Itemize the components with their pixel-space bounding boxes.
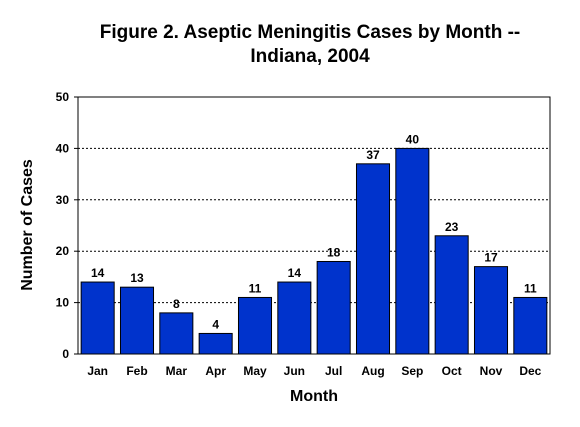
chart-title: Figure 2. Aseptic Meningitis Cases by Mo… bbox=[100, 22, 521, 43]
y-tick-label: 0 bbox=[62, 347, 69, 361]
data-label-oct: 23 bbox=[445, 220, 459, 234]
x-tick-label: Aug bbox=[361, 364, 384, 378]
x-axis-label: Month bbox=[290, 388, 338, 405]
y-tick-label: 10 bbox=[56, 296, 70, 310]
data-label-mar: 8 bbox=[173, 297, 180, 311]
bar-jun bbox=[277, 281, 312, 355]
bar-sep bbox=[395, 147, 430, 355]
plot-area: 14 13 8 4 11 14 18 37 40 23 17 11 0 10 20 30 40 50 Jan Fe… bbox=[56, 90, 551, 378]
x-tick-label: Sep bbox=[401, 364, 423, 378]
data-label-may: 11 bbox=[249, 281, 262, 295]
x-tick-label: Jul bbox=[325, 364, 342, 378]
y-tick-label: 20 bbox=[56, 244, 70, 258]
bars bbox=[80, 147, 548, 355]
bar-oct bbox=[434, 235, 469, 355]
x-tick-label: Feb bbox=[126, 364, 147, 378]
y-tick-label: 50 bbox=[56, 90, 70, 104]
data-label-jun: 14 bbox=[288, 266, 302, 280]
data-label-jul: 18 bbox=[327, 245, 341, 259]
data-label-aug: 37 bbox=[366, 148, 380, 162]
bar-nov bbox=[473, 266, 509, 355]
bar-dec bbox=[513, 296, 548, 355]
y-axis-ticks: 0 10 20 30 40 50 bbox=[56, 90, 78, 361]
data-label-apr: 4 bbox=[212, 317, 219, 331]
x-tick-label: Nov bbox=[480, 364, 503, 378]
plot-border bbox=[77, 96, 551, 355]
data-label-sep: 40 bbox=[406, 132, 420, 146]
data-labels: 14 13 8 4 11 14 18 37 40 23 17 11 bbox=[91, 132, 537, 331]
chart-subtitle: Indiana, 2004 bbox=[250, 46, 370, 67]
data-label-feb: 13 bbox=[130, 271, 144, 285]
bar-may bbox=[237, 296, 273, 355]
data-label-jan: 14 bbox=[91, 266, 105, 280]
bar-apr bbox=[198, 332, 233, 355]
x-tick-label: Jan bbox=[87, 364, 108, 378]
gridlines bbox=[78, 147, 550, 304]
x-tick-label: Apr bbox=[205, 364, 226, 378]
bar-jul bbox=[316, 260, 351, 355]
y-tick-label: 30 bbox=[56, 193, 70, 207]
x-tick-label: Oct bbox=[442, 364, 462, 378]
bar-jan bbox=[80, 281, 115, 355]
y-tick-label: 40 bbox=[56, 141, 70, 155]
bar-feb bbox=[119, 286, 155, 355]
x-tick-label: Jun bbox=[284, 364, 305, 378]
x-axis-ticks: Jan Feb Mar Apr May Jun Jul Aug Sep Oct Nov Dec bbox=[87, 364, 541, 378]
x-tick-label: Dec bbox=[519, 364, 541, 378]
bar-mar bbox=[159, 312, 194, 355]
bar-aug bbox=[355, 163, 391, 355]
data-label-dec: 11 bbox=[524, 281, 537, 295]
x-tick-label: May bbox=[243, 364, 267, 378]
y-axis-label: Number of Cases bbox=[19, 159, 36, 291]
data-label-nov: 17 bbox=[484, 251, 498, 265]
x-tick-label: Mar bbox=[166, 364, 188, 378]
